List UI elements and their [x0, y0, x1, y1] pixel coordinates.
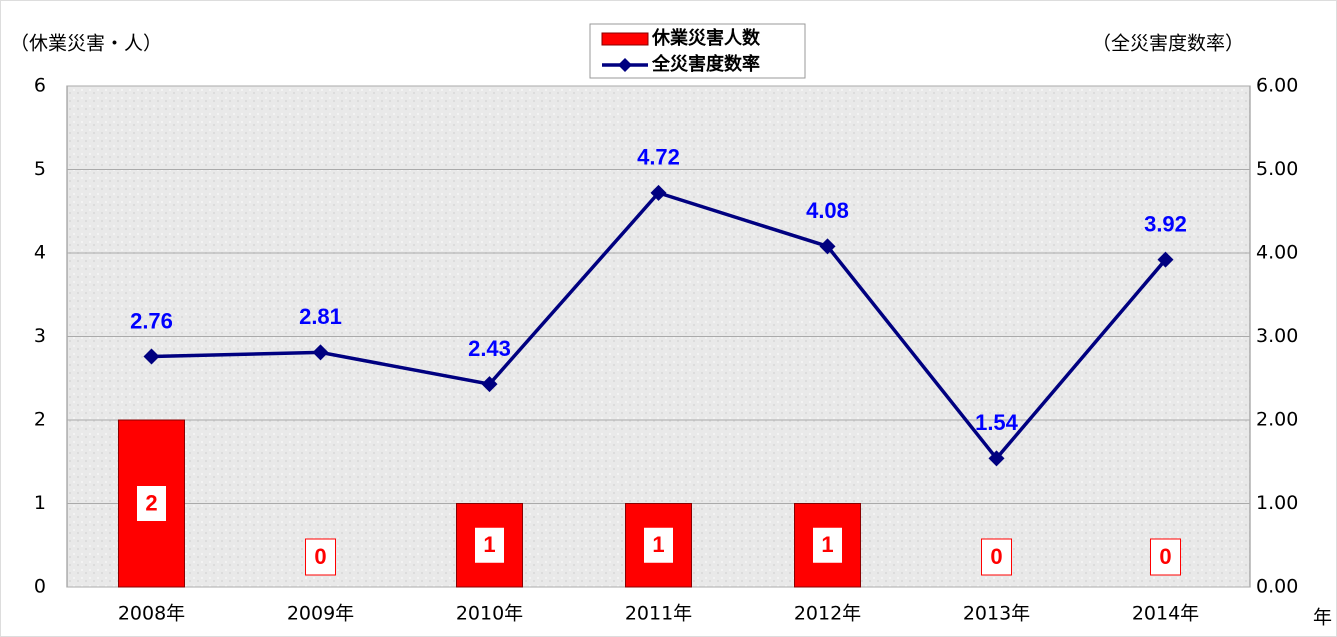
x-tick-label: 2014年 [1132, 603, 1199, 625]
y2-axis-title: （全災害度数率） [1092, 33, 1244, 55]
value-label: 2 [145, 490, 157, 515]
value-label-box [643, 526, 674, 564]
value-label: 0 [1159, 544, 1171, 569]
legend-label: 休業災害人数 [651, 27, 761, 49]
value-label: 2.43 [468, 336, 511, 361]
y2-tick-label: 1.00 [1256, 492, 1298, 514]
x-tick-label: 2011年 [625, 603, 692, 625]
line-marker [650, 184, 667, 201]
line-marker [1157, 251, 1174, 268]
line-marker [481, 376, 498, 393]
x-tick-label: 2009年 [287, 603, 354, 625]
y-tick-label: 4 [34, 242, 46, 264]
value-label-box [981, 538, 1012, 576]
value-label: 1 [483, 532, 495, 557]
value-label-box [136, 485, 167, 522]
line-marker [819, 238, 836, 255]
y2-tick-label: 3.00 [1256, 325, 1298, 347]
legend-swatch [601, 32, 649, 46]
value-label: 3.92 [1144, 211, 1187, 236]
x-tick-label: 2013年 [963, 603, 1030, 625]
x-tick-label: 2010年 [456, 603, 523, 625]
y2-tick-label: 5.00 [1256, 158, 1298, 180]
value-label: 4.08 [806, 198, 849, 223]
value-label-box [474, 526, 505, 564]
value-label: 2.81 [299, 304, 342, 329]
legend-marker [618, 58, 632, 72]
x-tick-label: 2008年 [118, 603, 185, 625]
y-tick-label: 2 [34, 409, 46, 431]
y-axis-title: （休業災害・人） [10, 33, 162, 55]
value-label: 2.76 [130, 308, 173, 333]
value-label: 0 [314, 544, 326, 569]
y2-tick-label: 0.00 [1256, 576, 1298, 598]
legend-label: 全災害度数率 [651, 53, 760, 75]
x-tick-label: 2012年 [794, 603, 861, 625]
value-label: 4.72 [637, 145, 680, 170]
line-marker [312, 344, 329, 361]
value-label: 0 [990, 544, 1002, 569]
y2-tick-label: 4.00 [1256, 242, 1298, 264]
y-tick-label: 6 [34, 75, 46, 97]
y-tick-label: 1 [34, 492, 46, 514]
y-tick-label: 0 [34, 576, 46, 598]
value-label: 1 [821, 532, 833, 557]
y2-tick-label: 2.00 [1256, 409, 1298, 431]
y-tick-label: 5 [34, 158, 46, 180]
value-label-box [812, 526, 843, 564]
value-label-box [305, 538, 336, 576]
value-label: 1.54 [975, 410, 1019, 435]
value-label: 1 [652, 532, 664, 557]
x-axis-title: 年 [1313, 607, 1332, 629]
y-tick-label: 3 [34, 325, 46, 347]
line-marker [143, 348, 160, 365]
value-label-box [1150, 538, 1181, 576]
line-marker [988, 450, 1005, 467]
y2-tick-label: 6.00 [1256, 75, 1298, 97]
